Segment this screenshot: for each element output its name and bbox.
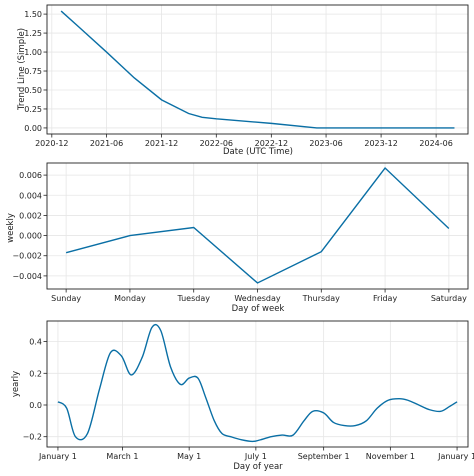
- trend-x-tick-label: 2023-06: [309, 139, 342, 148]
- yearly-x-tick-label: July 1: [244, 452, 267, 461]
- trend-ylabel: Trend Line (Simple): [17, 28, 27, 111]
- weekly-y-tick-label: −0.002: [12, 252, 42, 261]
- trend-x-tick-label: 2022-06: [200, 139, 233, 148]
- weekly-x-tick-label: Thursday: [302, 294, 340, 303]
- yearly-series-line: [57, 323, 458, 443]
- weekly-panel: Day of week weekly Sunday Monday Tuesday We…: [6, 162, 469, 314]
- yearly-panel: Day of year yearly January 1 March 1 May 1…: [11, 320, 474, 472]
- trend-x-tick-label: 2022-12: [255, 139, 288, 148]
- trend-y-tick-label: 0.75: [24, 67, 42, 76]
- weekly-xlabel: Day of week: [232, 304, 285, 314]
- trend-panel: Date (UTC Time) Trend Line (Simple) 2020…: [17, 4, 469, 157]
- weekly-x-tick-label: Tuesday: [176, 294, 210, 303]
- weekly-x-tick-label: Sunday: [51, 294, 81, 303]
- trend-y-tick-label: 0.50: [24, 86, 42, 95]
- trend-axes-frame: [46, 4, 469, 135]
- trend-y-tick-label: 1.00: [24, 48, 42, 57]
- trend-x-tick-label: 2021-06: [90, 139, 123, 148]
- yearly-y-tick-label: −0.2: [23, 433, 42, 442]
- trend-y-tick-label: 0.25: [24, 105, 42, 114]
- trend-series-line: [60, 10, 455, 129]
- weekly-ylabel: weekly: [6, 213, 16, 243]
- trend-x-tick-label: 2023-12: [364, 139, 397, 148]
- yearly-xlabel: Day of year: [233, 462, 283, 472]
- trend-x-tick-label: 2021-12: [145, 139, 178, 148]
- yearly-x-tick-label: January 1: [38, 452, 77, 461]
- yearly-x-tick-label: March 1: [106, 452, 138, 461]
- trend-x-tick-label: 2024-06: [419, 139, 452, 148]
- yearly-ylabel: yearly: [11, 371, 21, 397]
- trend-x-tick-label: 2020-12: [35, 139, 68, 148]
- weekly-x-tick-label: Wednesday: [234, 294, 281, 303]
- weekly-y-tick-label: 0.006: [19, 171, 42, 180]
- trend-xlabel: Date (UTC Time): [223, 147, 293, 157]
- weekly-x-tick-label: Friday: [373, 294, 398, 303]
- weekly-series-line: [65, 166, 450, 284]
- yearly-y-tick-label: 0.2: [29, 369, 42, 378]
- yearly-x-tick-label: May 1: [177, 452, 201, 461]
- weekly-y-tick-label: 0.004: [19, 191, 42, 200]
- yearly-y-tick-label: 0.4: [29, 338, 42, 347]
- weekly-y-tick-label: −0.004: [12, 272, 42, 281]
- yearly-axes-frame: [46, 320, 469, 448]
- trend-y-tick-label: 0.00: [24, 124, 42, 133]
- yearly-x-tick-label: September 1: [298, 452, 350, 461]
- weekly-y-tick-label: 0.000: [19, 232, 42, 241]
- trend-y-tick-label: 1.50: [24, 10, 42, 19]
- trend-y-tick-label: 1.25: [24, 29, 42, 38]
- yearly-x-tick-label: November 1: [366, 452, 415, 461]
- weekly-x-tick-label: Monday: [114, 294, 146, 303]
- yearly-y-tick-label: 0.0: [29, 401, 42, 410]
- yearly-x-tick-label: January 1: [437, 452, 474, 461]
- weekly-y-tick-label: 0.002: [19, 211, 42, 220]
- weekly-x-tick-label: Saturday: [431, 294, 467, 303]
